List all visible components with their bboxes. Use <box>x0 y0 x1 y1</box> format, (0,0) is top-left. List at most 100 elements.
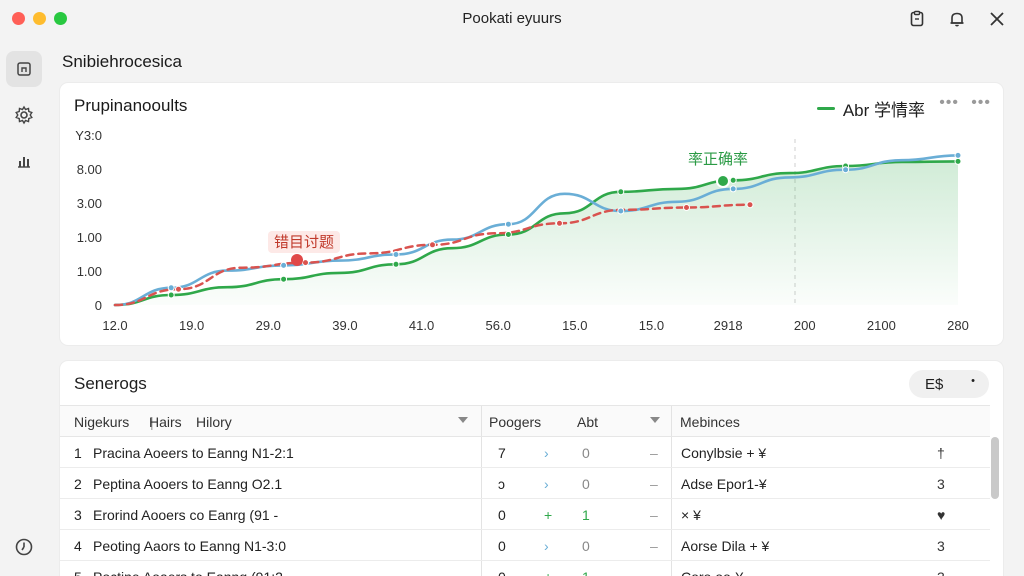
column-divider <box>671 437 672 467</box>
data-point[interactable] <box>617 188 625 196</box>
row-end-value: 3 <box>937 538 945 554</box>
column-divider <box>481 406 482 436</box>
row-value-2: 0 <box>582 445 590 461</box>
data-point[interactable] <box>954 151 962 159</box>
error-annotation-marker[interactable] <box>291 254 303 266</box>
row-dash: – <box>650 445 658 461</box>
row-dash: – <box>650 476 658 492</box>
y-tick-label: 1.00 <box>77 264 102 279</box>
maximize-window-button[interactable] <box>54 12 67 25</box>
bell-icon[interactable] <box>946 8 968 30</box>
header-col6[interactable]: Mebinces <box>680 414 740 430</box>
header-col5[interactable]: Abt <box>577 414 599 430</box>
chart-legend[interactable]: Abr 学情率 <box>816 96 925 121</box>
chart-card: Prupinanooults Abr 学情率 ••• ••• Y3:0 8.00 3… <box>60 83 1003 345</box>
x-tick-label: 19.0 <box>179 318 204 333</box>
line-chart: Y3:0 8.00 3.00 1.00 1.00 0 12.0 19.0 29.0 39.0 41… <box>75 128 969 333</box>
data-point[interactable] <box>729 185 737 193</box>
error-annotation-label: 错目讨题 <box>274 233 334 251</box>
x-tick-label: 200 <box>794 318 816 333</box>
data-point[interactable] <box>429 241 436 249</box>
close-window-button[interactable] <box>12 12 25 25</box>
row-description: Conylbsie + ¥ <box>681 445 767 461</box>
table-row[interactable]: 1 Pracina Aoeers to Eanng N1-2:1 7 › 0 – Conyl… <box>60 437 990 468</box>
sidebar-item-settings[interactable] <box>6 97 42 133</box>
overflow-menu-icon[interactable]: ••• <box>971 94 991 111</box>
data-point[interactable] <box>167 291 175 299</box>
data-point[interactable] <box>280 275 288 283</box>
data-point[interactable] <box>729 176 737 184</box>
data-point[interactable] <box>683 204 690 211</box>
column-divider <box>671 499 672 529</box>
clipboard-icon[interactable] <box>906 8 928 30</box>
y-tick-label: 0 <box>95 298 102 313</box>
col3-sort-icon[interactable] <box>458 417 468 423</box>
data-point[interactable] <box>954 157 962 165</box>
home-icon <box>17 62 31 76</box>
data-point[interactable] <box>556 219 563 227</box>
header-separator: | <box>150 414 154 430</box>
table-scrollbar[interactable] <box>991 437 999 499</box>
row-dash: – <box>650 507 658 523</box>
column-divider <box>671 406 672 436</box>
row-status-icon: › <box>544 445 549 461</box>
filter-label: E$ <box>925 375 944 393</box>
row-dash: – <box>650 538 658 554</box>
x-tick-label: 15.0 <box>562 318 587 333</box>
data-point[interactable] <box>842 166 850 174</box>
x-tick-label: 41.0 <box>409 318 434 333</box>
filter-caret-icon: • <box>971 375 975 387</box>
minimize-window-button[interactable] <box>33 12 46 25</box>
data-point[interactable] <box>504 231 512 238</box>
table-row[interactable]: 4 Peoting Aaors to Eanng N1-3:0 0 › 0 – Aorse … <box>60 530 990 561</box>
table-row[interactable]: 2 Peptina Aooers to Eanng O2.1 ↄ › 0 – Adse Ep… <box>60 468 990 499</box>
bar-chart-icon <box>18 157 30 168</box>
row-value-1: 0 <box>498 538 506 554</box>
page-heading: Snibiehrocesica <box>62 52 183 71</box>
header-col4[interactable]: Poogers <box>489 414 542 430</box>
data-point[interactable] <box>167 284 175 292</box>
error-annotation-bg <box>268 231 340 253</box>
data-point[interactable] <box>175 285 182 293</box>
row-description: Aorse Dila + ¥ <box>681 538 770 554</box>
y-tick-label: 3.00 <box>77 196 102 211</box>
title-bar: Pookati eyuurs <box>0 0 1024 38</box>
more-options-icon[interactable]: ••• <box>939 94 959 111</box>
header-col2[interactable]: Hairs <box>149 414 182 430</box>
column-divider <box>481 499 482 529</box>
data-point[interactable] <box>302 259 309 267</box>
close-icon[interactable] <box>986 8 1008 30</box>
sidebar <box>0 38 48 576</box>
row-value-2: 1 <box>582 569 590 576</box>
data-point[interactable] <box>504 220 512 228</box>
column-divider <box>481 437 482 467</box>
x-tick-label: 2918 <box>714 318 743 333</box>
table-row[interactable]: 5 Poctine Aoaers to Eanng (91:2 0 +1 – Coro o… <box>60 561 990 576</box>
x-tick-label: 280 <box>947 318 969 333</box>
window-controls <box>12 12 67 25</box>
row-value-1: 7 <box>498 445 506 461</box>
data-point[interactable] <box>280 261 288 269</box>
data-point[interactable] <box>392 260 400 268</box>
row-end-value: ♥ <box>937 507 946 523</box>
header-col1[interactable]: Nigekurs <box>74 414 130 430</box>
data-point[interactable] <box>392 251 400 258</box>
row-number: 1 <box>74 445 82 461</box>
row-number: 4 <box>74 538 82 554</box>
legend-label: Abr 学情率 <box>842 101 925 120</box>
data-point[interactable] <box>617 207 625 215</box>
sidebar-item-analytics[interactable] <box>6 143 42 179</box>
x-tick-label: 39.0 <box>332 318 357 333</box>
row-end-value: 3 <box>937 569 945 576</box>
column-divider <box>481 468 482 498</box>
row-value-1: 0 <box>498 569 506 576</box>
sidebar-item-home[interactable] <box>6 51 42 87</box>
sidebar-item-activity[interactable] <box>6 529 42 565</box>
col5-sort-icon[interactable] <box>650 417 660 423</box>
header-col3[interactable]: Hilory <box>196 414 232 430</box>
accuracy-annotation-marker[interactable] <box>716 174 730 188</box>
data-point[interactable] <box>746 201 754 209</box>
filter-dropdown[interactable]: E$ • <box>909 370 989 398</box>
table-row[interactable]: 3 Erorind Aooers co Eanrg (91 - 0 +1 – × ¥ ♥ <box>60 499 990 530</box>
row-number: 5 <box>74 569 82 576</box>
